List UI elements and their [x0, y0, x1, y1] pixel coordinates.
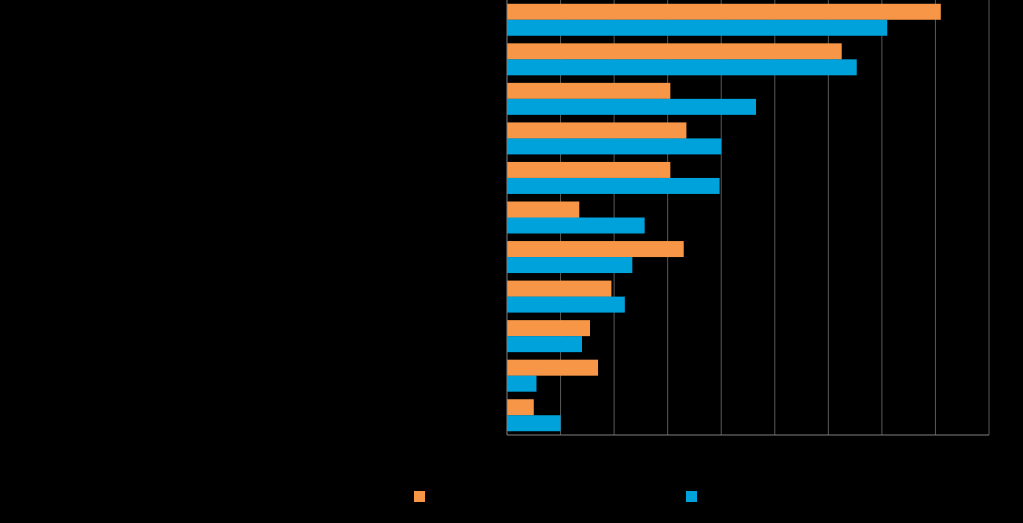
- bar-series-2-category-2: [507, 59, 857, 76]
- legend-swatch-series-2: [686, 490, 697, 502]
- bar-series-1-category-11: [507, 399, 534, 416]
- bar-series-1-category-8: [507, 280, 612, 297]
- bar-series-2-category-7: [507, 257, 633, 274]
- axes: [506, 0, 989, 436]
- bar-series-1-category-7: [507, 241, 684, 258]
- bar-series-2-category-1: [507, 19, 888, 36]
- legend-item-series-2: [686, 488, 703, 504]
- bar-series-1-category-4: [507, 122, 687, 139]
- bar-series-2-category-5: [507, 177, 720, 194]
- bar-series-2-category-3: [507, 98, 757, 115]
- bar-series-1-category-2: [507, 43, 842, 60]
- bar-series-2-category-4: [507, 138, 722, 155]
- bar-series-1-category-9: [507, 320, 591, 337]
- legend: [0, 488, 1023, 508]
- bar-series-2-category-6: [507, 217, 645, 234]
- bar-series-1-category-6: [507, 201, 580, 218]
- bar-series-2-category-11: [507, 415, 561, 432]
- bar-series-1-category-5: [507, 161, 671, 178]
- bar-series-2-category-9: [507, 336, 582, 353]
- legend-item-series-1: [414, 488, 431, 504]
- bar-series-2-category-10: [507, 375, 537, 392]
- bar-series-2-category-8: [507, 296, 625, 313]
- legend-swatch-series-1: [414, 490, 425, 502]
- bar-series-1-category-1: [507, 3, 941, 20]
- bar-series-1-category-10: [507, 359, 599, 376]
- bars: [507, 3, 941, 432]
- bar-series-1-category-3: [507, 82, 671, 99]
